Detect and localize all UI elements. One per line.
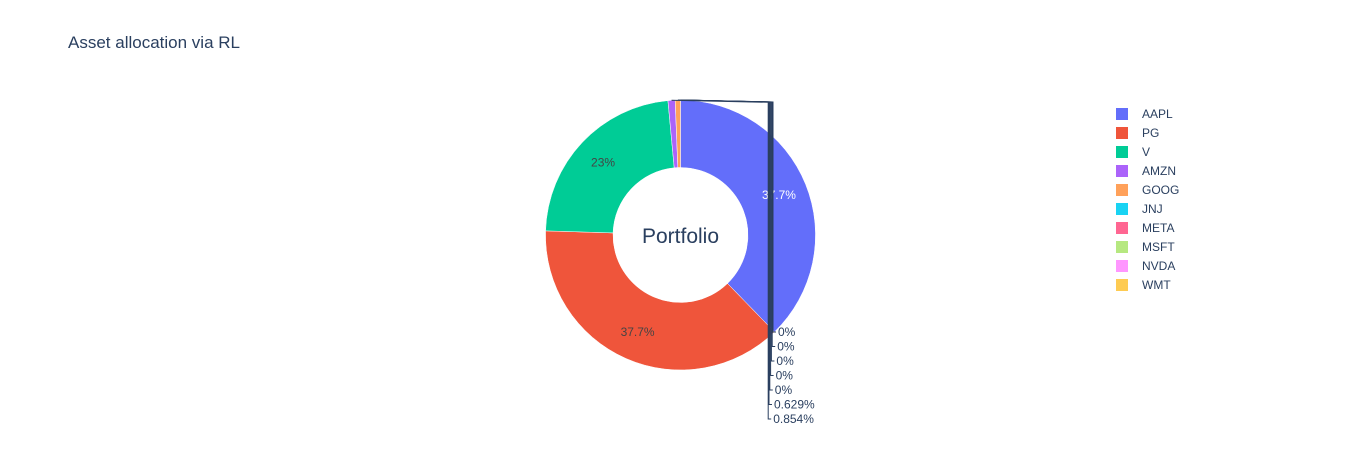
- legend-item-pg[interactable]: PG: [1116, 126, 1159, 140]
- legend-label-aapl: AAPL: [1142, 107, 1173, 121]
- slice-aapl[interactable]: [680, 99, 816, 333]
- legend-label-goog: GOOG: [1142, 183, 1179, 197]
- chart-title: Asset allocation via RL: [68, 33, 240, 52]
- legend-item-amzn[interactable]: AMZN: [1116, 164, 1176, 178]
- slice-label-goog: 0.629%: [774, 398, 815, 412]
- slice-label-wmt: 0%: [778, 325, 796, 339]
- legend-swatch-meta: [1116, 222, 1128, 234]
- legend-label-v: V: [1142, 145, 1150, 159]
- legend-item-jnj[interactable]: JNJ: [1116, 202, 1163, 216]
- legend-swatch-goog: [1116, 184, 1128, 196]
- legend-swatch-msft: [1116, 241, 1128, 253]
- legend-label-wmt: WMT: [1142, 278, 1171, 292]
- legend-label-nvda: NVDA: [1142, 259, 1175, 273]
- slice-label-nvda: 0%: [777, 340, 795, 354]
- legend-swatch-jnj: [1116, 203, 1128, 215]
- legend-item-aapl[interactable]: AAPL: [1116, 107, 1173, 121]
- legend-item-nvda[interactable]: NVDA: [1116, 259, 1175, 273]
- slices-layer: [545, 99, 816, 371]
- slice-label-pg: 37.7%: [621, 325, 655, 339]
- legend-label-amzn: AMZN: [1142, 164, 1176, 178]
- slice-pg[interactable]: [545, 230, 775, 371]
- legend-swatch-pg: [1116, 127, 1128, 139]
- legend-item-wmt[interactable]: WMT: [1116, 278, 1171, 292]
- slice-label-meta: 0%: [776, 369, 794, 383]
- legend-swatch-wmt: [1116, 279, 1128, 291]
- legend-label-jnj: JNJ: [1142, 202, 1163, 216]
- legend-label-pg: PG: [1142, 126, 1159, 140]
- legend-swatch-amzn: [1116, 165, 1128, 177]
- slice-label-msft: 0%: [776, 354, 794, 368]
- legend-swatch-aapl: [1116, 108, 1128, 120]
- legend-item-meta[interactable]: META: [1116, 221, 1174, 235]
- slice-v[interactable]: [545, 100, 675, 234]
- legend-swatch-nvda: [1116, 260, 1128, 272]
- slice-label-aapl: 37.7%: [762, 188, 796, 202]
- slice-label-amzn: 0.854%: [773, 412, 814, 426]
- outside-labels-layer: 0%0%0%0%0%0.629%0.854%: [671, 99, 815, 426]
- leader-line-amzn: [671, 99, 772, 420]
- legend-swatch-v: [1116, 146, 1128, 158]
- slice-label-v: 23%: [591, 155, 615, 169]
- legend-item-msft[interactable]: MSFT: [1116, 240, 1175, 254]
- center-label: Portfolio: [642, 225, 719, 248]
- legend-label-meta: META: [1142, 221, 1174, 235]
- slice-label-jnj: 0%: [775, 383, 793, 397]
- legend-item-v[interactable]: V: [1116, 145, 1150, 159]
- legend-label-msft: MSFT: [1142, 240, 1175, 254]
- legend-item-goog[interactable]: GOOG: [1116, 183, 1179, 197]
- legend[interactable]: AAPL PG V AMZN GOOG JNJ META MSFT NVDA WMT: [1116, 107, 1179, 292]
